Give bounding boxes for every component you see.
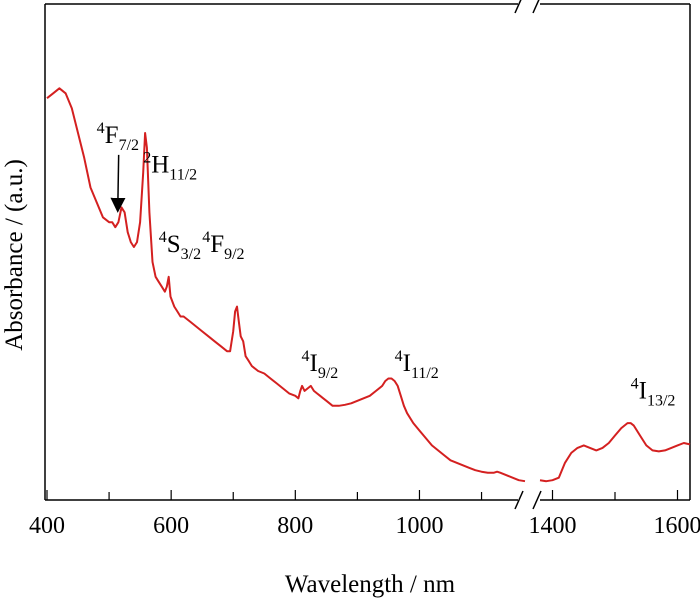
x-axis-label: Wavelength / nm: [285, 571, 456, 598]
annotation-symbol: I: [310, 350, 318, 377]
annotation-symbol: I: [639, 377, 647, 404]
axis-break-mark-top: [514, 0, 522, 14]
peak-annotation: 4I11/2: [395, 348, 439, 382]
axis-break-mark-bottom: [532, 490, 542, 510]
plot-area: [46, 87, 691, 483]
axis-break-mark-bottom: [514, 490, 524, 510]
annotation-superscript: 4: [97, 120, 105, 137]
annotation-subscript: 13/2: [647, 392, 675, 409]
annotation-superscript: 4: [159, 229, 167, 246]
x-tick-label: 1000: [395, 513, 443, 539]
annotation-subscript: 11/2: [169, 167, 197, 184]
peak-annotation: 4F7/2: [97, 120, 139, 154]
annotation-subscript: 3/2: [181, 246, 201, 263]
peak-annotation: 4S3/2: [159, 229, 201, 263]
y-axis-label: Absorbance / (a.u.): [1, 159, 28, 351]
annotation-symbol: F: [210, 231, 224, 258]
x-tick-label: 1400: [529, 513, 577, 539]
absorbance-series-line: [46, 87, 526, 483]
annotation-symbol: F: [105, 122, 119, 149]
annotation-arrow: [110, 154, 126, 213]
x-tick-label: 800: [277, 513, 313, 539]
annotation-superscript: 2: [143, 150, 151, 167]
annotation-symbol: H: [151, 152, 169, 179]
annotation-subscript: 11/2: [411, 365, 439, 382]
annotation-symbol: I: [403, 350, 411, 377]
annotation-subscript: 9/2: [318, 365, 338, 382]
peak-annotation: 2H11/2: [143, 150, 197, 184]
peak-annotation: 4F9/2: [202, 229, 244, 263]
annotation-superscript: 4: [302, 348, 310, 365]
annotation-symbol: S: [167, 231, 181, 258]
x-tick-label: 400: [29, 513, 65, 539]
peak-annotation: 4I13/2: [631, 375, 676, 409]
annotation-superscript: 4: [631, 375, 639, 392]
annotation-superscript: 4: [395, 348, 403, 365]
absorbance-series-line: [539, 422, 691, 483]
axis-break-mark-top: [532, 0, 540, 14]
annotation-subscript: 7/2: [119, 137, 139, 154]
annotation-subscript: 9/2: [224, 246, 244, 263]
peak-annotation: 4I9/2: [302, 348, 339, 382]
axes: 400 600 800 1000 1400 1600: [29, 0, 700, 539]
x-tick-label: 600: [153, 513, 189, 539]
annotation-superscript: 4: [202, 229, 210, 246]
x-tick-label: 1600: [654, 513, 700, 539]
